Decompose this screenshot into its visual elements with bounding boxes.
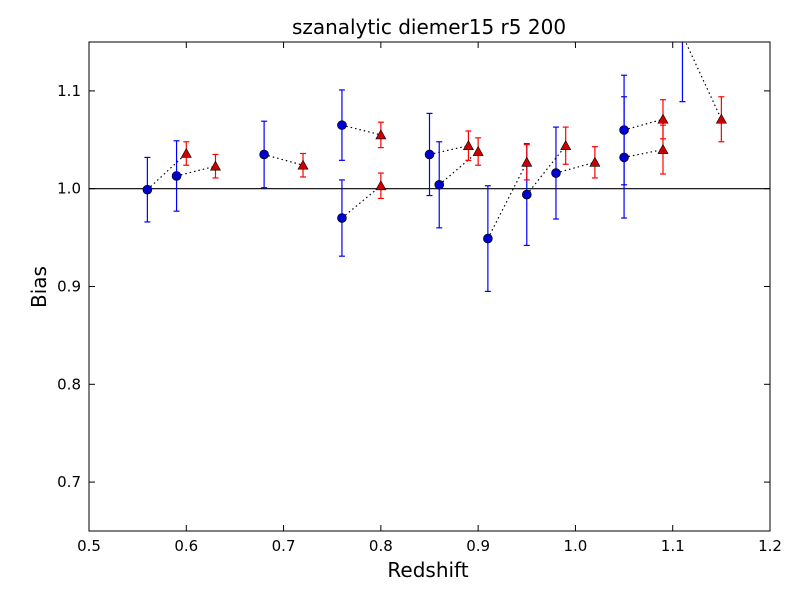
data-point-triangle bbox=[657, 113, 669, 124]
data-point-circle bbox=[434, 179, 445, 190]
data-point-circle bbox=[171, 171, 182, 181]
data-point-circle bbox=[619, 152, 629, 163]
x-tick-label: 0.8 bbox=[369, 537, 393, 555]
dotted-connector bbox=[176, 165, 216, 177]
data-point-circle bbox=[142, 184, 153, 195]
dotted-connector bbox=[555, 161, 596, 174]
data-point-triangle bbox=[375, 180, 387, 191]
y-tick-label: 0.9 bbox=[57, 278, 81, 296]
data-point-triangle bbox=[462, 140, 474, 150]
x-axis-label: Redshift bbox=[387, 558, 468, 582]
data-point-triangle bbox=[715, 113, 727, 124]
data-point-triangle bbox=[297, 159, 309, 170]
data-point-triangle bbox=[472, 145, 484, 156]
y-tick-label: 0.8 bbox=[57, 375, 81, 393]
dotted-connector bbox=[146, 153, 187, 191]
data-point-triangle bbox=[209, 160, 221, 171]
data-point-triangle bbox=[375, 129, 387, 140]
x-tick-label: 1.2 bbox=[758, 537, 782, 555]
x-tick-label: 0.9 bbox=[466, 537, 490, 555]
data-point-triangle bbox=[521, 156, 533, 167]
data-point-circle bbox=[483, 233, 493, 244]
dotted-connector bbox=[487, 162, 528, 239]
data-point-circle bbox=[337, 120, 347, 130]
dotted-connector bbox=[341, 185, 382, 219]
data-point-triangle bbox=[589, 156, 601, 167]
y-tick-label: 0.7 bbox=[57, 473, 81, 491]
dotted-connector bbox=[684, 42, 722, 120]
dotted-connector bbox=[526, 145, 567, 195]
dotted-connector bbox=[429, 145, 469, 156]
data-point-circle bbox=[551, 168, 561, 178]
data-point-circle bbox=[678, 31, 687, 40]
y-axis-label: Bias bbox=[27, 266, 51, 308]
x-tick-label: 0.6 bbox=[174, 537, 198, 555]
plot-content bbox=[89, 31, 770, 292]
axis-ticks: 0.5 0.6 0.7 0.8 0.9 1.0 1.1 1.2 0.7 0.8 0.9 1.0 1.1 bbox=[57, 42, 782, 555]
y-tick-label: 1.1 bbox=[57, 82, 81, 100]
dotted-connector bbox=[623, 148, 664, 158]
x-tick-label: 0.5 bbox=[77, 537, 101, 555]
plot-frame bbox=[88, 41, 771, 532]
data-point-triangle bbox=[180, 147, 192, 158]
x-tick-label: 1.0 bbox=[563, 537, 587, 555]
data-point-circle bbox=[259, 149, 269, 160]
data-point-circle bbox=[521, 189, 532, 200]
x-tick-label: 0.7 bbox=[272, 537, 296, 555]
data-point-triangle bbox=[657, 143, 669, 154]
data-point-triangle bbox=[560, 140, 572, 150]
x-tick-label: 1.1 bbox=[661, 537, 685, 555]
data-point-circle bbox=[424, 149, 435, 160]
dotted-connector bbox=[623, 118, 664, 131]
dotted-connector bbox=[263, 153, 304, 166]
dotted-connector bbox=[438, 151, 479, 186]
data-point-circle bbox=[337, 213, 347, 223]
dotted-connector bbox=[341, 124, 382, 136]
y-tick-label: 1.0 bbox=[57, 180, 81, 198]
chart-title: szanalytic diemer15 r5 200 bbox=[292, 15, 566, 39]
